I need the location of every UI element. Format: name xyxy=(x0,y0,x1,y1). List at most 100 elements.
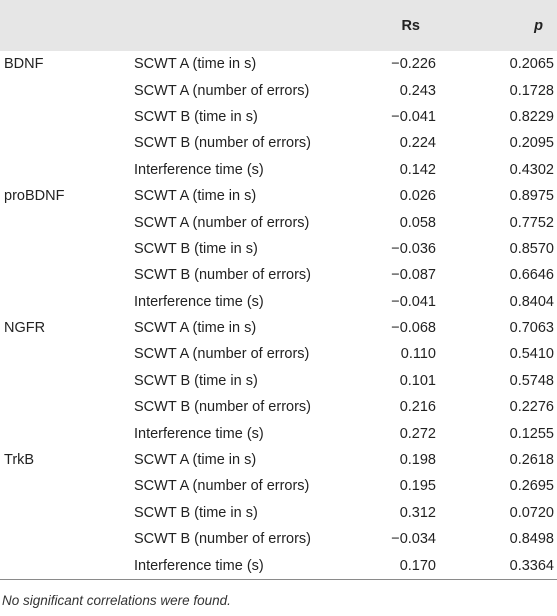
rs-cell: 0.026 xyxy=(399,188,436,205)
rs-cell: 0.110 xyxy=(400,346,436,363)
measure-cell: SCWT B (number of errors) xyxy=(134,135,311,152)
table-row: BDNF SCWT A (time in s) −0.226 0.2065 xyxy=(0,51,557,77)
marker-cell xyxy=(0,77,126,103)
marker-cell xyxy=(0,526,126,552)
measure-cell: SCWT A (time in s) xyxy=(134,188,257,205)
measure-cell: Interference time (s) xyxy=(134,557,264,574)
rs-cell: −0.036 xyxy=(391,240,436,257)
table-row: proBDNF SCWT A (time in s) 0.026 0.8975 xyxy=(0,183,557,209)
p-value-cell: 0.2695 xyxy=(509,478,554,495)
measure-cell: Interference time (s) xyxy=(134,425,264,442)
table-row: SCWT B (number of errors) 0.216 0.2276 xyxy=(0,394,557,420)
rs-cell: 0.216 xyxy=(399,399,436,416)
header-row: Rs p xyxy=(0,0,557,51)
table-header: Rs p xyxy=(0,0,557,51)
table-row: SCWT B (number of errors) −0.034 0.8498 xyxy=(0,526,557,552)
marker-cell xyxy=(0,420,126,446)
rs-cell: 0.170 xyxy=(399,557,436,574)
measure-cell: SCWT A (number of errors) xyxy=(134,478,310,495)
measure-cell: SCWT A (time in s) xyxy=(134,320,257,337)
measure-cell: SCWT B (number of errors) xyxy=(134,531,311,548)
measure-cell: SCWT B (time in s) xyxy=(134,108,258,125)
marker-cell xyxy=(0,209,126,235)
rs-cell: 0.272 xyxy=(399,425,436,442)
p-value-cell: 0.5410 xyxy=(509,346,554,363)
measure-cell: SCWT B (number of errors) xyxy=(134,399,311,416)
header-rs: Rs xyxy=(401,17,420,34)
p-value-cell: 0.2095 xyxy=(509,135,554,152)
p-value-cell: 0.5748 xyxy=(509,372,554,389)
table-row: SCWT B (time in s) 0.101 0.5748 xyxy=(0,368,557,394)
marker-cell xyxy=(0,500,126,526)
measure-cell: Interference time (s) xyxy=(134,161,264,178)
measure-cell: SCWT A (time in s) xyxy=(134,452,257,469)
marker-cell xyxy=(0,552,126,578)
p-value-cell: 0.7063 xyxy=(509,320,554,337)
rs-cell: −0.041 xyxy=(391,108,436,125)
table-bottom-rule xyxy=(0,579,557,580)
table-row: Interference time (s) 0.272 0.1255 xyxy=(0,420,557,446)
table-row: SCWT A (number of errors) 0.058 0.7752 xyxy=(0,209,557,235)
marker-cell xyxy=(0,130,126,156)
measure-cell: SCWT A (number of errors) xyxy=(134,214,310,231)
rs-cell: 0.224 xyxy=(399,135,436,152)
p-value-cell: 0.3364 xyxy=(509,557,554,574)
table-row: SCWT B (time in s) 0.312 0.0720 xyxy=(0,500,557,526)
table-row: SCWT A (number of errors) 0.110 0.5410 xyxy=(0,341,557,367)
marker-cell xyxy=(0,236,126,262)
table-row: SCWT A (number of errors) 0.243 0.1728 xyxy=(0,77,557,103)
measure-cell: SCWT B (time in s) xyxy=(134,372,258,389)
table-body: BDNF SCWT A (time in s) −0.226 0.2065 SCWT A… xyxy=(0,51,557,579)
measure-cell: SCWT B (time in s) xyxy=(134,504,258,521)
marker-cell xyxy=(0,104,126,130)
marker-cell xyxy=(0,289,126,315)
p-value-cell: 0.8975 xyxy=(509,188,554,205)
header-p: p xyxy=(534,17,543,34)
rs-cell: −0.068 xyxy=(391,320,436,337)
header-measure xyxy=(126,0,356,51)
p-value-cell: 0.4302 xyxy=(509,161,554,178)
rs-cell: 0.195 xyxy=(399,478,436,495)
marker-cell xyxy=(0,368,126,394)
rs-cell: 0.058 xyxy=(399,214,436,231)
marker-cell: TrkB xyxy=(4,452,35,469)
rs-cell: 0.101 xyxy=(399,372,436,389)
table-footnote: No significant correlations were found. xyxy=(2,593,231,608)
header-marker xyxy=(0,0,126,51)
rs-cell: −0.087 xyxy=(391,267,436,284)
table-row: SCWT B (number of errors) −0.087 0.6646 xyxy=(0,262,557,288)
p-value-cell: 0.8498 xyxy=(509,531,554,548)
marker-cell: proBDNF xyxy=(4,188,65,205)
marker-cell xyxy=(0,262,126,288)
table-row: Interference time (s) −0.041 0.8404 xyxy=(0,289,557,315)
marker-cell: NGFR xyxy=(4,320,46,337)
rs-cell: 0.142 xyxy=(399,161,436,178)
p-value-cell: 0.8404 xyxy=(509,293,554,310)
marker-cell xyxy=(0,394,126,420)
p-value-cell: 0.2065 xyxy=(509,56,554,73)
table-row: SCWT B (time in s) −0.036 0.8570 xyxy=(0,236,557,262)
table-row: SCWT A (number of errors) 0.195 0.2695 xyxy=(0,473,557,499)
p-value-cell: 0.1728 xyxy=(509,82,554,99)
rs-cell: −0.226 xyxy=(391,56,436,73)
table-row: SCWT B (time in s) −0.041 0.8229 xyxy=(0,104,557,130)
rs-cell: 0.243 xyxy=(399,82,436,99)
p-value-cell: 0.2276 xyxy=(509,399,554,416)
p-value-cell: 0.6646 xyxy=(509,267,554,284)
table-row: SCWT B (number of errors) 0.224 0.2095 xyxy=(0,130,557,156)
p-value-cell: 0.1255 xyxy=(509,425,554,442)
measure-cell: SCWT A (time in s) xyxy=(134,56,257,73)
correlation-table: Rs p BDNF SCWT A (time in s) −0.226 0.2065 S… xyxy=(0,0,557,579)
marker-cell xyxy=(0,473,126,499)
p-value-cell: 0.7752 xyxy=(509,214,554,231)
marker-cell xyxy=(0,341,126,367)
measure-cell: SCWT A (number of errors) xyxy=(134,82,310,99)
measure-cell: SCWT A (number of errors) xyxy=(134,346,310,363)
rs-cell: 0.198 xyxy=(399,452,436,469)
table-row: Interference time (s) 0.142 0.4302 xyxy=(0,157,557,183)
rs-cell: 0.312 xyxy=(399,504,436,521)
table-row: TrkB SCWT A (time in s) 0.198 0.2618 xyxy=(0,447,557,473)
marker-cell: BDNF xyxy=(4,56,44,73)
table-row: NGFR SCWT A (time in s) −0.068 0.7063 xyxy=(0,315,557,341)
